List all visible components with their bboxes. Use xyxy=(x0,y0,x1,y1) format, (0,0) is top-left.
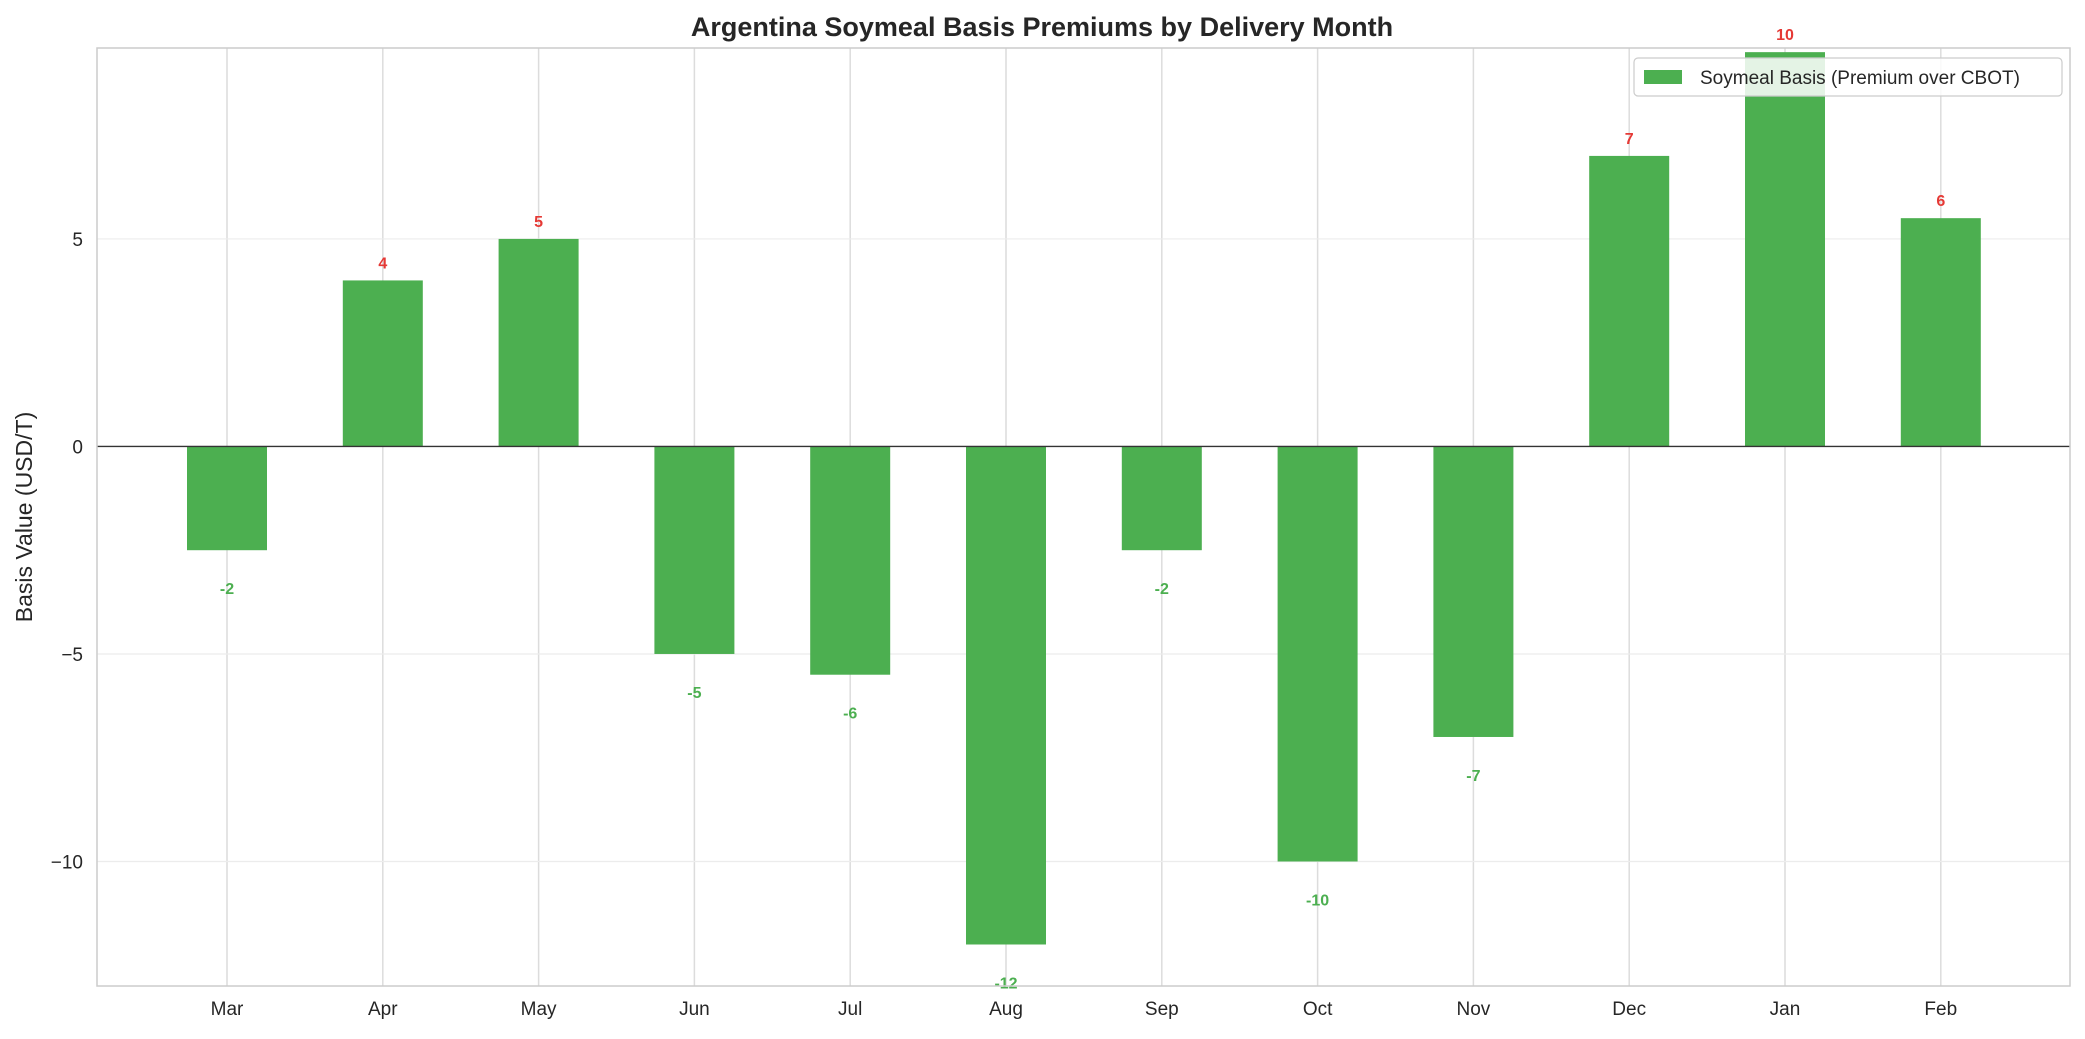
bars xyxy=(187,52,1981,945)
bar-jun xyxy=(654,446,735,654)
x-tick-label-mar: Mar xyxy=(211,999,244,1020)
data-label-oct: -10 xyxy=(1306,892,1329,909)
data-label-aug: -12 xyxy=(994,975,1017,992)
bar-dec xyxy=(1589,155,1670,447)
data-label-may: 5 xyxy=(534,214,543,231)
bar-sep xyxy=(1121,446,1202,551)
legend: Soymeal Basis (Premium over CBOT) xyxy=(1633,57,2063,97)
bar-apr xyxy=(342,280,423,447)
x-tick-label-oct: Oct xyxy=(1303,999,1333,1020)
tick-labels: Mar Apr May Jun Jul Aug Sep Oct Nov Dec Jan Feb −10 −… xyxy=(51,230,1957,1020)
bar-oct xyxy=(1277,446,1358,862)
data-label-feb: 6 xyxy=(1936,193,1945,210)
data-label-mar: -2 xyxy=(220,581,234,598)
bar-feb xyxy=(1900,218,1981,447)
x-tick-label-apr: Apr xyxy=(368,999,398,1020)
bar-may xyxy=(498,238,579,447)
bar-nov xyxy=(1433,446,1514,737)
data-label-jan: 10 xyxy=(1776,27,1794,44)
legend-swatch xyxy=(1644,70,1682,84)
x-tick-label-may: May xyxy=(521,999,557,1020)
bar-jul xyxy=(810,446,891,675)
chart-title: Argentina Soymeal Basis Premiums by Deli… xyxy=(691,12,1393,42)
data-label-jul: -6 xyxy=(843,706,857,723)
data-label-sep: -2 xyxy=(1155,581,1169,598)
data-label-dec: 7 xyxy=(1625,131,1634,148)
y-tick-label: 0 xyxy=(72,437,83,458)
bar-mar xyxy=(187,446,267,551)
x-tick-label-aug: Aug xyxy=(989,999,1023,1020)
x-tick-label-jun: Jun xyxy=(679,999,710,1020)
plot-frame xyxy=(96,47,2071,987)
data-labels: -2 4 5 -5 -6 -12 -2 -10 -7 7 10 6 xyxy=(220,27,1945,992)
data-label-apr: 4 xyxy=(378,255,387,272)
legend-box xyxy=(1633,57,2063,97)
y-tick-label: −10 xyxy=(51,852,83,873)
legend-label: Soymeal Basis (Premium over CBOT) xyxy=(1700,68,2020,89)
y-tick-label: −5 xyxy=(61,645,83,666)
bar-jan xyxy=(1745,52,1825,447)
x-tick-label-dec: Dec xyxy=(1612,999,1646,1020)
y-axis-label: Basis Value (USD/T) xyxy=(11,412,37,622)
x-tick-label-jul: Jul xyxy=(838,999,862,1020)
x-tick-label-jan: Jan xyxy=(1770,999,1801,1020)
data-label-nov: -7 xyxy=(1466,768,1480,785)
x-tick-label-nov: Nov xyxy=(1457,999,1491,1020)
x-tick-label-feb: Feb xyxy=(1924,999,1957,1020)
y-tick-label: 5 xyxy=(72,230,83,251)
data-label-jun: -5 xyxy=(687,685,701,702)
x-tick-label-sep: Sep xyxy=(1145,999,1179,1020)
bar-aug xyxy=(966,446,1046,945)
